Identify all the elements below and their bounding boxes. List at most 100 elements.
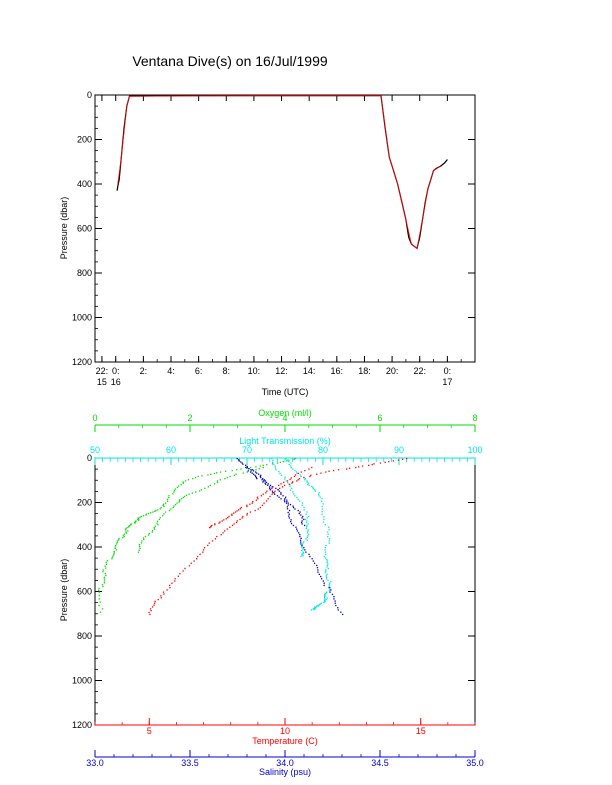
bottom-series-point [322, 521, 325, 523]
bottom-series-point [292, 524, 295, 527]
bottom-series-point [283, 484, 286, 486]
bottom-series-point [304, 518, 306, 521]
bottom-series-point [326, 561, 328, 564]
bottom-series-point [358, 466, 360, 468]
bottom-series-point [249, 511, 252, 513]
bottom-series-point [300, 555, 302, 558]
bottom-series-point [248, 468, 250, 470]
bottom-series-point [320, 602, 322, 604]
bottom-series-point [317, 493, 320, 495]
bottom-series-point [328, 538, 331, 540]
bottom-series-point [179, 573, 181, 575]
bottom-series-point [324, 594, 326, 596]
bottom-series-point [290, 521, 292, 523]
bottom-series-point [247, 470, 249, 472]
bottom-series-point [288, 483, 290, 485]
bottom-series-point [296, 530, 299, 532]
bottom-series-point [300, 521, 303, 524]
bottom-series-point [263, 502, 265, 504]
top-x-tick-label: 10: [248, 366, 261, 376]
bottom-series-point [321, 511, 323, 513]
bottom-series-point [311, 466, 313, 469]
bottom-series-point [163, 513, 165, 515]
bottom-series-point [402, 458, 404, 460]
bottom-series-point [165, 502, 167, 504]
bottom-series-point [301, 520, 303, 522]
bottom-y-tick-label: 1200 [72, 720, 92, 730]
bottom-series-point [275, 469, 277, 471]
bottom-series-point [324, 593, 327, 595]
bottom-series-point [246, 514, 248, 516]
bottom-series-point [300, 543, 302, 545]
bottom-series-point [324, 595, 326, 597]
bottom-series-point [355, 466, 357, 469]
bottom-series-point [145, 513, 148, 515]
bottom-series-point [279, 487, 281, 489]
bottom-series-point [246, 505, 248, 508]
bottom-series-point [265, 483, 267, 485]
bottom-series-point [182, 482, 184, 484]
bottom-series-point [188, 493, 190, 495]
bottom-series-point [105, 574, 107, 577]
bottom-series-point [328, 542, 330, 544]
bottom-series-point [103, 576, 105, 578]
bottom-series-point [301, 547, 303, 549]
bottom-series-point [143, 538, 145, 541]
bottom-series-point [262, 481, 264, 483]
bottom-series-point [290, 462, 292, 464]
bottom-series-point [302, 551, 304, 553]
bottom-series-point [316, 473, 318, 475]
bottom-series-point [290, 519, 292, 521]
bottom-series-point [368, 464, 370, 466]
bottom-series-point [299, 474, 302, 476]
bottom-series-point [327, 563, 329, 565]
bottom-series-point [342, 613, 344, 616]
bottom-series-point [147, 512, 150, 515]
bottom-series-point [297, 472, 299, 475]
bottom-series-point [313, 608, 315, 611]
bottom-series-point [202, 551, 204, 553]
top-x-tick-sublabel: 17 [442, 377, 452, 387]
bottom-series-point [296, 472, 298, 475]
bottom-series-point [174, 578, 176, 580]
bottom-series-point [269, 487, 271, 489]
bottom-series-point [307, 523, 309, 525]
bottom-series-point [188, 565, 191, 567]
bottom-series-point [241, 517, 243, 519]
bottom-series-point [299, 534, 301, 536]
bottom-series-point [302, 555, 304, 557]
bottom-series-point [297, 509, 299, 512]
bottom-series-point [122, 534, 125, 537]
bottom-series-point [323, 582, 325, 584]
bottom-series-point [326, 597, 328, 599]
bottom-series-point [218, 522, 220, 524]
bottom-series-point [346, 468, 348, 470]
bottom-series-point [265, 481, 268, 483]
bottom-series-point [267, 483, 269, 485]
bottom-series-point [162, 515, 164, 517]
bottom-series-point [115, 549, 118, 551]
bottom-series-point [210, 526, 212, 528]
bottom-series-point [142, 515, 145, 517]
bottom-series-point [286, 499, 288, 501]
bottom-series-point [139, 545, 141, 548]
bottom-series-point [287, 502, 289, 504]
bottom-series-point [286, 501, 288, 503]
bottom-series-point [173, 491, 175, 493]
bottom-series-point [392, 460, 394, 462]
bottom-series-point [282, 495, 284, 497]
bottom-series-point [278, 490, 281, 492]
bottom-series-point [211, 524, 213, 527]
bottom-series-point [305, 513, 307, 515]
bottom-series-point [257, 498, 259, 500]
salinity-axis-tick-label: 34.5 [371, 758, 389, 768]
bottom-series-point [173, 505, 175, 507]
top-series-group [116, 95, 448, 250]
bottom-series-point [207, 474, 209, 476]
bottom-series-point [148, 611, 150, 614]
bottom-series-point [260, 474, 262, 476]
bottom-series-point [328, 587, 330, 589]
bottom-series-point [301, 504, 303, 506]
bottom-series-point [256, 478, 258, 480]
